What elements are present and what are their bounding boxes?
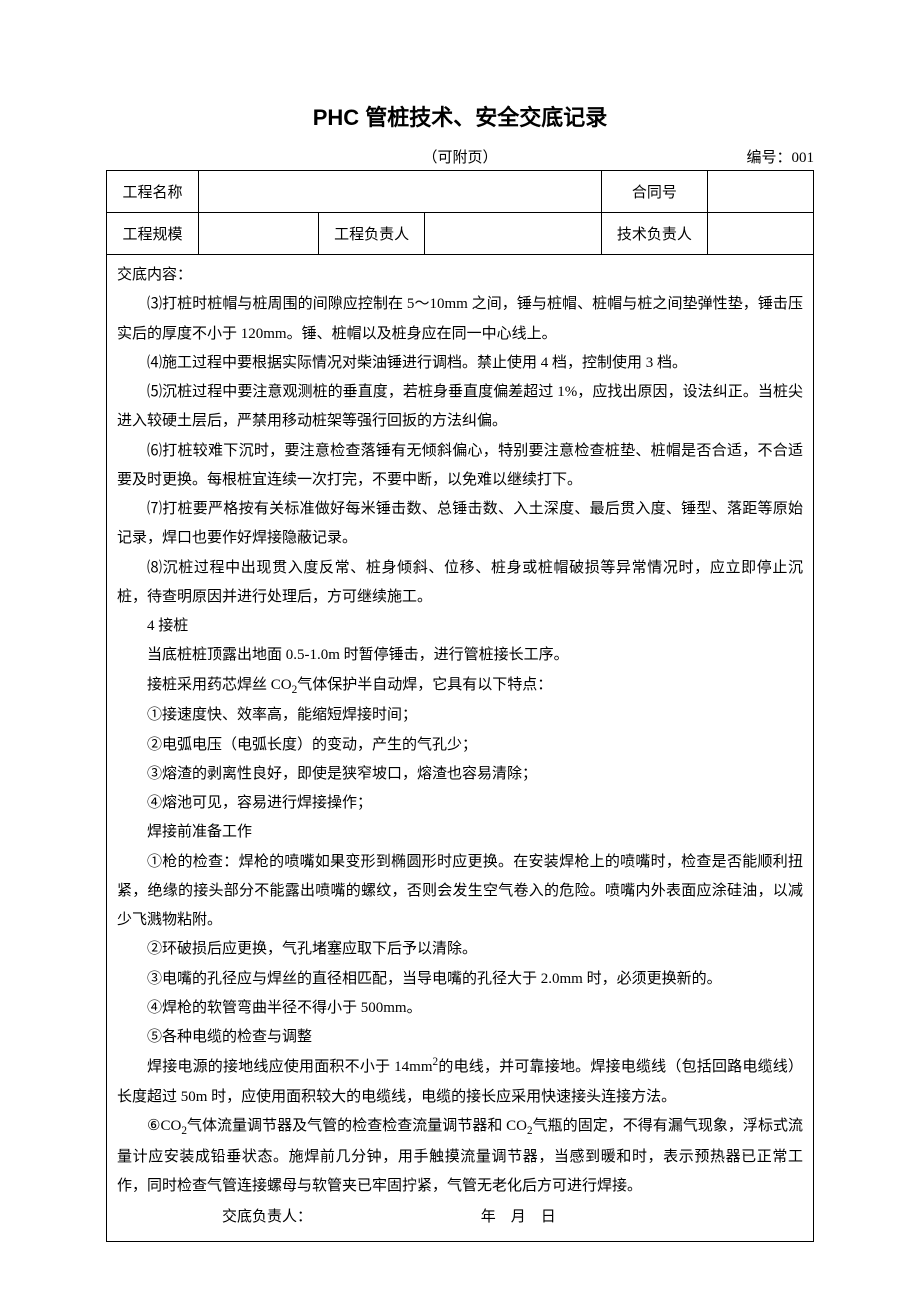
doc-number-value: 001 bbox=[792, 150, 815, 166]
para-8: ⑻沉桩过程中出现贯入度反常、桩身倾斜、位移、桩身或桩帽破损等异常情况时，应立即停… bbox=[117, 554, 803, 613]
signature-label: 交底负责人： bbox=[222, 1203, 312, 1232]
weld-6: ⑥CO2气体流量调节器及气管的检查检查流量调节器和 CO2气瓶的固定，不得有漏气… bbox=[117, 1112, 803, 1201]
para-4: ⑷施工过程中要根据实际情况对柴油锤进行调档。禁止使用 4 档，控制使用 3 档。 bbox=[117, 349, 803, 378]
sec4b-pre: 接桩采用药芯焊丝 CO bbox=[147, 677, 292, 693]
weld-3: ③电嘴的孔径应与焊丝的直径相匹配，当导电嘴的孔径大于 2.0mm 时，必须更换新… bbox=[117, 965, 803, 994]
para-7: ⑺打桩要严格按有关标准做好每米锤击数、总锤击数、入土深度、最后贯入度、锤型、落距… bbox=[117, 495, 803, 554]
content-box: 交底内容： ⑶打桩时桩帽与桩周围的间隙应控制在 5～10mm 之间，锤与桩帽、桩… bbox=[106, 255, 814, 1242]
feature-3: ③熔渣的剥离性良好，即使是狭窄坡口，熔渣也容易清除； bbox=[117, 760, 803, 789]
cable-para: 焊接电源的接地线应使用面积不小于 14mm2的电线，并可靠接地。焊接电缆线（包括… bbox=[117, 1052, 803, 1112]
feature-1: ①接速度快、效率高，能缩短焊接时间； bbox=[117, 701, 803, 730]
page-title: PHC 管桩技术、安全交底记录 bbox=[106, 100, 814, 132]
prep-title: 焊接前准备工作 bbox=[117, 818, 803, 847]
value-proj-name bbox=[198, 171, 601, 213]
weld-5: ⑤各种电缆的检查与调整 bbox=[117, 1023, 803, 1052]
label-contract-no: 合同号 bbox=[601, 171, 707, 213]
date-day: 日 bbox=[541, 1209, 556, 1225]
w6a: ⑥CO bbox=[147, 1118, 181, 1134]
label-proj-name: 工程名称 bbox=[107, 171, 199, 213]
w6b: 气体流量调节器及气管的检查检查流量调节器和 CO bbox=[187, 1118, 527, 1134]
para-3: ⑶打桩时桩帽与桩周围的间隙应控制在 5～10mm 之间，锤与桩帽、桩帽与桩之间垫… bbox=[117, 290, 803, 349]
header-table: 工程名称 合同号 工程规模 工程负责人 技术负责人 bbox=[106, 170, 814, 255]
section-4-title: 4 接桩 bbox=[117, 612, 803, 641]
table-row: 工程名称 合同号 bbox=[107, 171, 814, 213]
para-5: ⑸沉桩过程中要注意观测桩的垂直度，若桩身垂直度偏差超过 1%，应找出原因，设法纠… bbox=[117, 378, 803, 437]
value-proj-leader bbox=[425, 213, 602, 255]
sub-center-text: （可附页） bbox=[422, 146, 497, 167]
value-contract-no bbox=[707, 171, 813, 213]
label-proj-leader: 工程负责人 bbox=[319, 213, 425, 255]
feature-2: ②电弧电压（电弧长度）的变动，产生的气孔少； bbox=[117, 731, 803, 760]
weld-1: ①枪的检查：焊枪的喷嘴如果变形到椭圆形时应更换。在安装焊枪上的喷嘴时，检查是否能… bbox=[117, 848, 803, 936]
sec4b-post: 气体保护半自动焊，它具有以下特点： bbox=[297, 677, 552, 693]
value-tech-leader bbox=[707, 213, 813, 255]
table-row: 工程规模 工程负责人 技术负责人 bbox=[107, 213, 814, 255]
label-proj-scale: 工程规模 bbox=[107, 213, 199, 255]
weld-4: ④焊枪的软管弯曲半径不得小于 500mm。 bbox=[117, 994, 803, 1023]
date-month: 月 bbox=[511, 1209, 526, 1225]
para-6: ⑹打桩较难下沉时，要注意检查落锤有无倾斜偏心，特别要注意检查桩垫、桩帽是否合适，… bbox=[117, 437, 803, 496]
doc-number-label: 编号： bbox=[746, 150, 791, 166]
signature-row: 交底负责人： 年 月 日 bbox=[117, 1203, 803, 1232]
date-block: 年 月 日 bbox=[481, 1203, 556, 1232]
date-year: 年 bbox=[481, 1209, 496, 1225]
sub-row: （可附页） 编号：001 bbox=[106, 146, 814, 166]
value-proj-scale bbox=[198, 213, 318, 255]
page: PHC 管桩技术、安全交底记录 （可附页） 编号：001 工程名称 合同号 工程… bbox=[0, 0, 920, 1302]
weld-2: ②环破损后应更换，气孔堵塞应取下后予以清除。 bbox=[117, 935, 803, 964]
section-4-b: 接桩采用药芯焊丝 CO2气体保护半自动焊，它具有以下特点： bbox=[117, 671, 803, 702]
label-tech-leader: 技术负责人 bbox=[601, 213, 707, 255]
content-heading: 交底内容： bbox=[117, 261, 803, 290]
cable-pre: 焊接电源的接地线应使用面积不小于 14mm bbox=[147, 1059, 433, 1075]
feature-4: ④熔池可见，容易进行焊接操作； bbox=[117, 789, 803, 818]
section-4-a: 当底桩桩顶露出地面 0.5-1.0m 时暂停锤击，进行管桩接长工序。 bbox=[117, 641, 803, 670]
doc-number: 编号：001 bbox=[746, 146, 814, 167]
